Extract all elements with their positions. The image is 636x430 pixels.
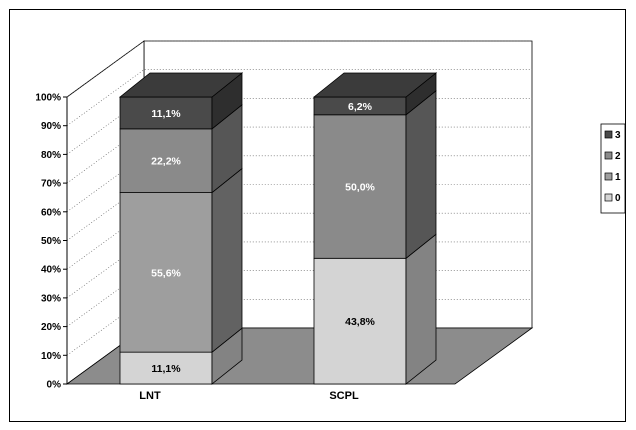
category-label: SCPL: [329, 390, 359, 402]
bars: 11,1% 55,6% 22,2% 11,1% 43,8% 50,0% 6,2%: [118, 72, 438, 385]
y-tick-label: 10%: [41, 351, 61, 362]
data-label: 43,8%: [345, 316, 375, 328]
bar-lnt-series-0-front: [119, 351, 213, 385]
bar-lnt-series-3-front: [119, 96, 213, 130]
legend-label: 2: [615, 151, 621, 162]
data-label: 6,2%: [348, 101, 373, 113]
y-tick-label: 40%: [41, 265, 61, 276]
legend-label: 0: [615, 193, 621, 204]
y-tick-label: 50%: [41, 236, 61, 247]
y-tick-label: 80%: [41, 150, 61, 161]
bar-lnt-top: [118, 72, 244, 98]
data-label: 50,0%: [345, 182, 375, 194]
y-tick-label: 100%: [35, 93, 61, 104]
y-axis: 0% 10% 20% 30% 40% 50% 60% 70% 80% 90% 100%: [35, 93, 68, 391]
bar-scpl-top: [312, 72, 438, 98]
y-tick-label: 20%: [41, 322, 61, 333]
y-tick-label: 30%: [41, 293, 61, 304]
bar-lnt-series-2-front: [119, 128, 213, 193]
category-labels: LNT SCPL: [139, 390, 359, 402]
legend-label: 1: [615, 172, 621, 183]
legend-swatch: [604, 151, 613, 160]
bar-scpl-series-0-front: [313, 257, 407, 385]
y-tick-label: 0%: [47, 380, 62, 391]
data-label: 11,1%: [151, 363, 181, 375]
data-label: 11,1%: [151, 108, 181, 120]
y-tick-label: 60%: [41, 207, 61, 218]
data-label: 55,6%: [151, 267, 181, 279]
y-tick-label: 70%: [41, 179, 61, 190]
bar-scpl-series-0-side: [405, 233, 437, 385]
bar-lnt-series-1-front: [119, 192, 213, 353]
legend-swatch: [604, 193, 613, 202]
category-label: LNT: [139, 390, 161, 402]
data-label: 22,2%: [151, 156, 181, 168]
bar-scpl-series-2-front: [313, 114, 407, 259]
y-tick-label: 90%: [41, 121, 61, 132]
bar-scpl-series-2-side: [405, 89, 437, 260]
legend-box: [600, 123, 626, 214]
legend: 3 2 1 0: [600, 123, 626, 214]
legend-swatch: [604, 130, 613, 139]
legend-label: 3: [615, 130, 621, 141]
legend-swatch: [604, 172, 613, 181]
bar-lnt-series-1-side: [211, 167, 243, 353]
